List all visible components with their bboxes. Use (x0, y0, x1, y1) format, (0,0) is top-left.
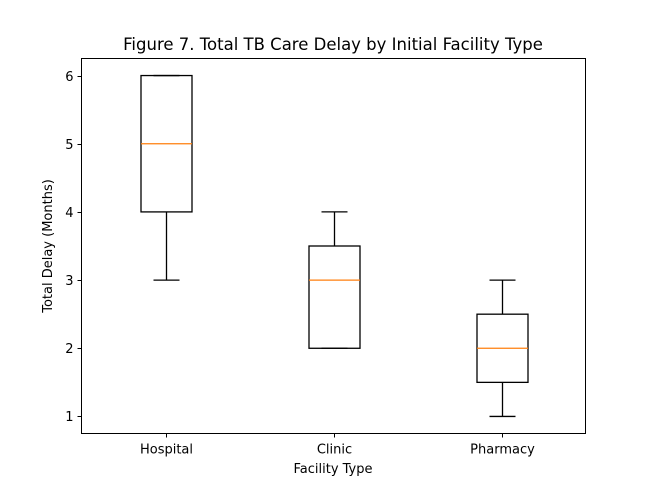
box-hospital (140, 74, 193, 281)
y-tick-label: 6 (65, 70, 73, 85)
plot-area-frame (81, 58, 586, 434)
x-tick-label: Pharmacy (470, 443, 535, 458)
boxes-group (140, 74, 529, 418)
x-axis-label: Facility Type (293, 462, 372, 477)
y-axis: 1 2 3 4 5 6 (65, 70, 82, 425)
box-iqr (308, 245, 361, 349)
box-pharmacy (476, 279, 529, 418)
x-tick-label: Clinic (317, 443, 352, 458)
box-clinic (308, 211, 361, 349)
x-tick-label: Hospital (140, 443, 193, 458)
y-tick-label: 4 (65, 206, 73, 221)
chart-title: Figure 7. Total TB Care Delay by Initial… (123, 35, 543, 54)
y-tick-label: 5 (65, 138, 73, 153)
x-axis: Hospital Clinic Pharmacy (140, 433, 535, 458)
y-tick-label: 2 (65, 342, 73, 357)
y-tick-label: 1 (65, 410, 73, 425)
y-axis-label: Total Delay (Months) (41, 179, 56, 314)
y-tick-label: 3 (65, 274, 73, 289)
